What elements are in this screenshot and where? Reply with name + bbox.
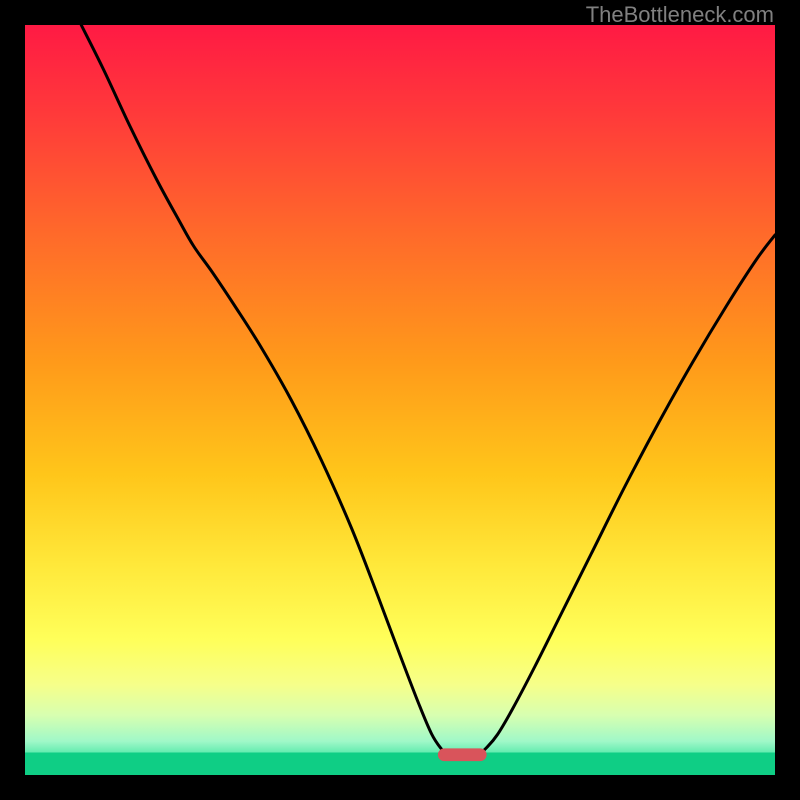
chart-gradient-background [25, 25, 775, 775]
chart-bottom-band [25, 753, 775, 776]
optimal-point-marker [438, 748, 487, 761]
watermark-text: TheBottleneck.com [586, 2, 774, 28]
gradient-v-curve-chart [0, 0, 800, 800]
